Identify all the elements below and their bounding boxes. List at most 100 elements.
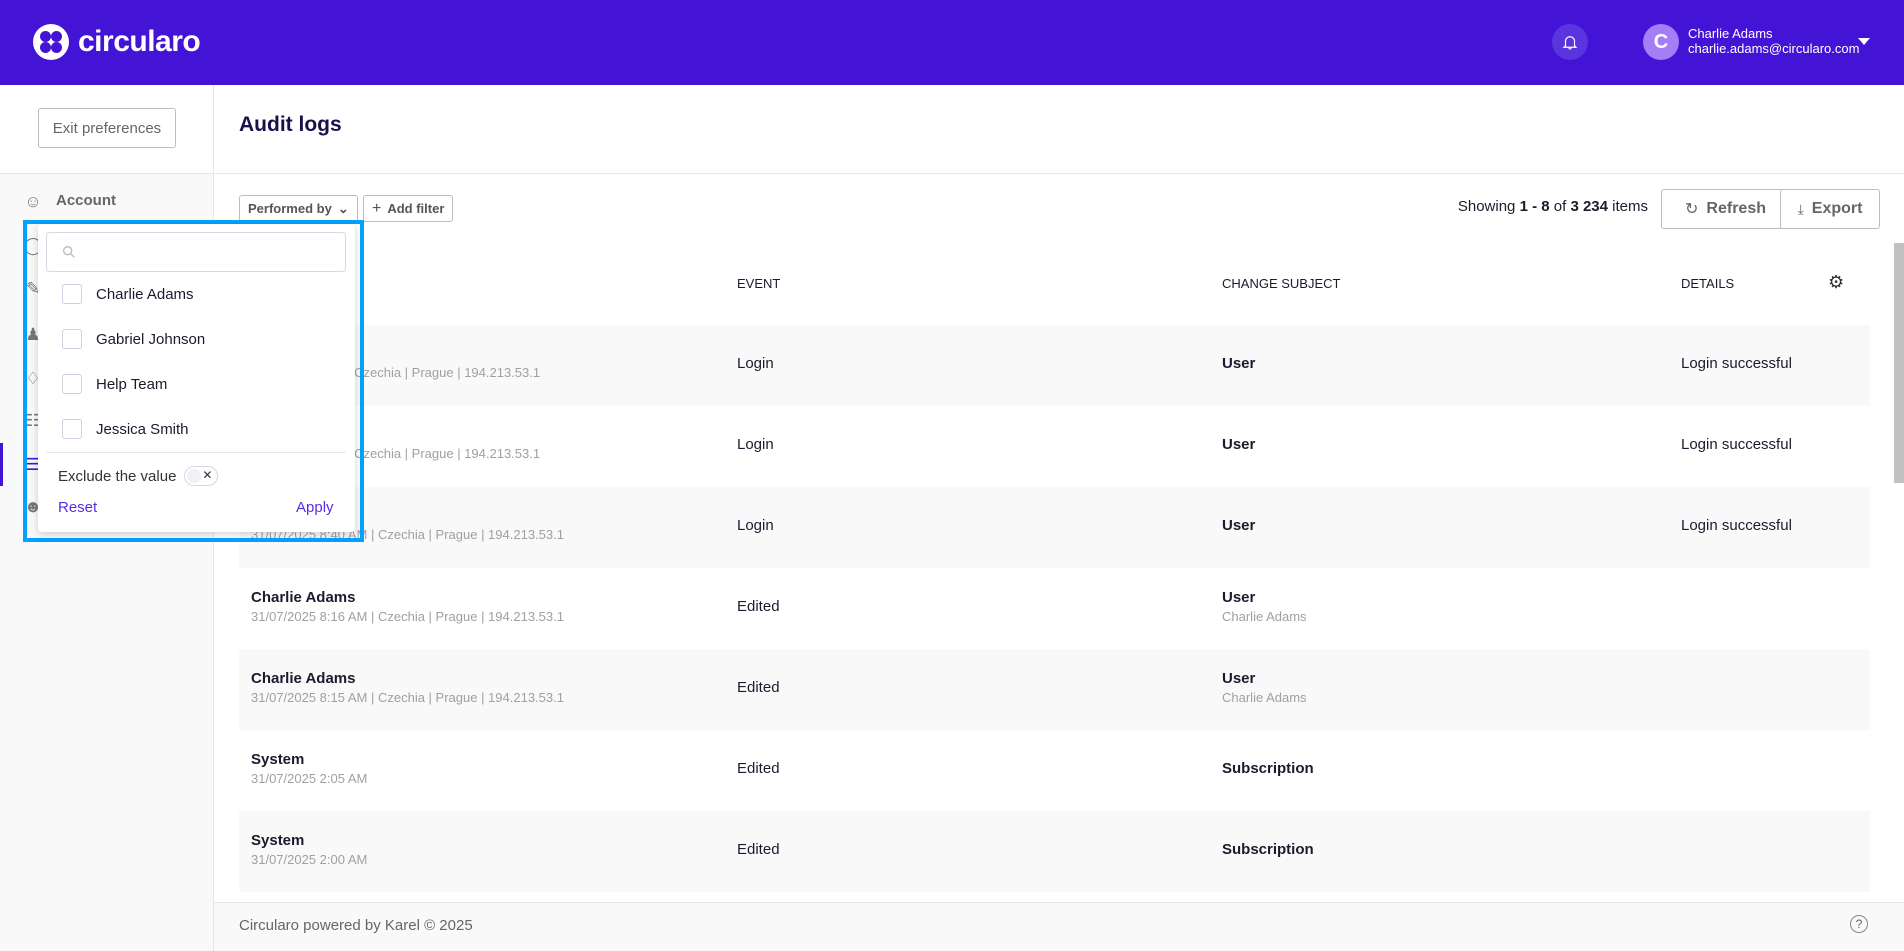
subject: User <box>1222 436 1256 453</box>
user-email: charlie.adams@circularo.com <box>1688 41 1860 56</box>
add-filter-button[interactable]: + Add filter <box>363 195 454 222</box>
performer-name: Charlie Adams <box>251 589 356 606</box>
refresh-button[interactable]: ↻ Refresh <box>1661 189 1790 229</box>
search-input[interactable] <box>46 232 346 272</box>
subject: User <box>1222 670 1256 687</box>
column-header-event[interactable]: EVENT <box>737 276 781 291</box>
subject: Subscription <box>1222 760 1314 777</box>
subject: User <box>1222 589 1256 606</box>
option-label: Charlie Adams <box>96 285 194 303</box>
close-icon: ✕ <box>202 468 213 482</box>
user-menu[interactable]: Charlie Adams charlie.adams@circularo.com <box>1688 26 1859 56</box>
table-row[interactable]: AM | Czechia | Prague | 194.213.53.1 Log… <box>239 406 1870 487</box>
event-cell: Edited <box>737 679 780 696</box>
table-row[interactable]: AM | Czechia | Prague | 194.213.53.1 Log… <box>239 325 1870 406</box>
brand-name: circularo <box>78 25 201 58</box>
logo[interactable]: circularo <box>33 24 201 60</box>
event-cell: Edited <box>737 760 780 777</box>
avatar[interactable]: C <box>1643 24 1679 60</box>
footer <box>214 902 1904 951</box>
plus-icon: + <box>372 199 382 217</box>
column-header-change-subject[interactable]: CHANGE SUBJECT <box>1222 276 1341 291</box>
option-help-team[interactable]: Help Team <box>62 374 167 394</box>
change-subject-cell: Subscription <box>1222 841 1314 858</box>
details-cell: Login successful <box>1681 355 1792 372</box>
table-row[interactable]: Charlie Adams 31/07/2025 8:15 AM | Czechi… <box>239 649 1870 730</box>
performed-by-cell: System 31/07/2025 2:00 AM <box>251 832 367 867</box>
stamp-icon[interactable]: ♟ <box>25 325 41 344</box>
export-button[interactable]: ⤓ Export <box>1780 189 1880 229</box>
performed-by-cell: AM | Czechia | Prague | 194.213.53.1 <box>251 355 540 380</box>
checkbox[interactable] <box>62 329 82 349</box>
table-row[interactable]: 31/07/2025 8:40 AM | Czechia | Prague | … <box>239 487 1870 568</box>
apply-button[interactable]: Apply <box>296 499 334 516</box>
option-label: Jessica Smith <box>96 420 189 438</box>
performed-by-cell: Charlie Adams 31/07/2025 8:15 AM | Czechi… <box>251 670 564 705</box>
change-subject-cell: User Charlie Adams <box>1222 670 1307 705</box>
users-icon[interactable]: ☻ <box>24 497 42 516</box>
chevron-down-icon: ⌄ <box>337 200 349 216</box>
option-charlie-adams[interactable]: Charlie Adams <box>62 284 194 304</box>
download-icon: ⤓ <box>1797 200 1804 217</box>
footer-text: Circularo powered by Karel © 2025 <box>239 917 473 934</box>
option-gabriel-johnson[interactable]: Gabriel Johnson <box>62 329 205 349</box>
refresh-icon: ↻ <box>1685 201 1699 218</box>
subject: User <box>1222 517 1256 534</box>
performed-by-label: Performed by <box>248 201 332 216</box>
option-jessica-smith[interactable]: Jessica Smith <box>62 419 189 439</box>
event-cell: Login <box>737 355 774 372</box>
exit-preferences-button[interactable]: Exit preferences <box>38 108 176 148</box>
details-cell: Login successful <box>1681 436 1792 453</box>
caret-down-icon[interactable] <box>1858 38 1870 45</box>
performed-by-cell: System 31/07/2025 2:05 AM <box>251 751 367 786</box>
org-chart-icon[interactable]: ☷ <box>25 411 41 430</box>
page-title: Audit logs <box>239 113 342 136</box>
help-icon[interactable]: ? <box>1850 915 1868 933</box>
notifications-button[interactable] <box>1552 24 1588 60</box>
event-cell: Login <box>737 517 774 534</box>
bell-icon[interactable]: ♢ <box>25 369 41 388</box>
scrollbar[interactable] <box>1894 243 1904 483</box>
reset-button[interactable]: Reset <box>58 499 98 516</box>
user-icon[interactable]: ☺ <box>24 192 42 211</box>
event-meta: AM | Czechia | Prague | 194.213.53.1 <box>324 446 541 461</box>
top-bar <box>0 0 1904 85</box>
divider <box>46 452 346 453</box>
option-label: Gabriel Johnson <box>96 330 206 348</box>
subject: User <box>1222 355 1256 372</box>
refresh-label: Refresh <box>1706 200 1766 217</box>
checkbox[interactable] <box>62 284 82 304</box>
column-header-details[interactable]: DETAILS <box>1681 276 1735 291</box>
highlight-frame <box>23 220 364 542</box>
event-meta: 31/07/2025 2:05 AM <box>251 771 368 786</box>
change-subject-cell: User Charlie Adams <box>1222 589 1307 624</box>
user-name: Charlie Adams <box>1688 26 1773 41</box>
pen-icon[interactable]: ✎ <box>25 279 41 298</box>
active-indicator <box>0 443 3 486</box>
change-subject-cell: User <box>1222 355 1255 372</box>
table-row[interactable]: System 31/07/2025 2:05 AM Edited Subscrip… <box>239 730 1870 811</box>
gear-icon[interactable]: ⚙ <box>1828 272 1845 292</box>
change-subject-cell: User <box>1222 517 1255 534</box>
event-cell: Login <box>737 436 774 453</box>
list-icon[interactable]: ☰ <box>25 455 41 474</box>
add-filter-label: Add filter <box>387 201 445 216</box>
table-row[interactable]: System 31/07/2025 2:00 AM Edited Subscrip… <box>239 811 1870 892</box>
shield-icon[interactable]: ◯ <box>23 236 43 255</box>
event-meta: 31/07/2025 2:00 AM <box>251 852 368 867</box>
subject: Subscription <box>1222 841 1314 858</box>
event-cell: Edited <box>737 841 780 858</box>
exclude-toggle[interactable]: ✕ <box>184 466 219 486</box>
checkbox[interactable] <box>62 374 82 394</box>
export-label: Export <box>1811 200 1863 217</box>
sidebar-item-account[interactable]: Account <box>56 192 116 209</box>
checkbox[interactable] <box>62 419 82 439</box>
change-subject-cell: Subscription <box>1222 760 1314 777</box>
table-row[interactable]: Charlie Adams 31/07/2025 8:16 AM | Czechi… <box>239 568 1870 649</box>
event-meta: 31/07/2025 8:15 AM | Czechia | Prague | … <box>251 690 564 705</box>
items-summary: Showing 1 - 8 of 3 234 items <box>1457 198 1648 215</box>
subject-detail: Charlie Adams <box>1222 609 1307 624</box>
divider <box>214 173 1904 174</box>
search-icon <box>63 246 75 258</box>
performed-by-filter[interactable]: Performed by ⌄ <box>239 195 358 222</box>
